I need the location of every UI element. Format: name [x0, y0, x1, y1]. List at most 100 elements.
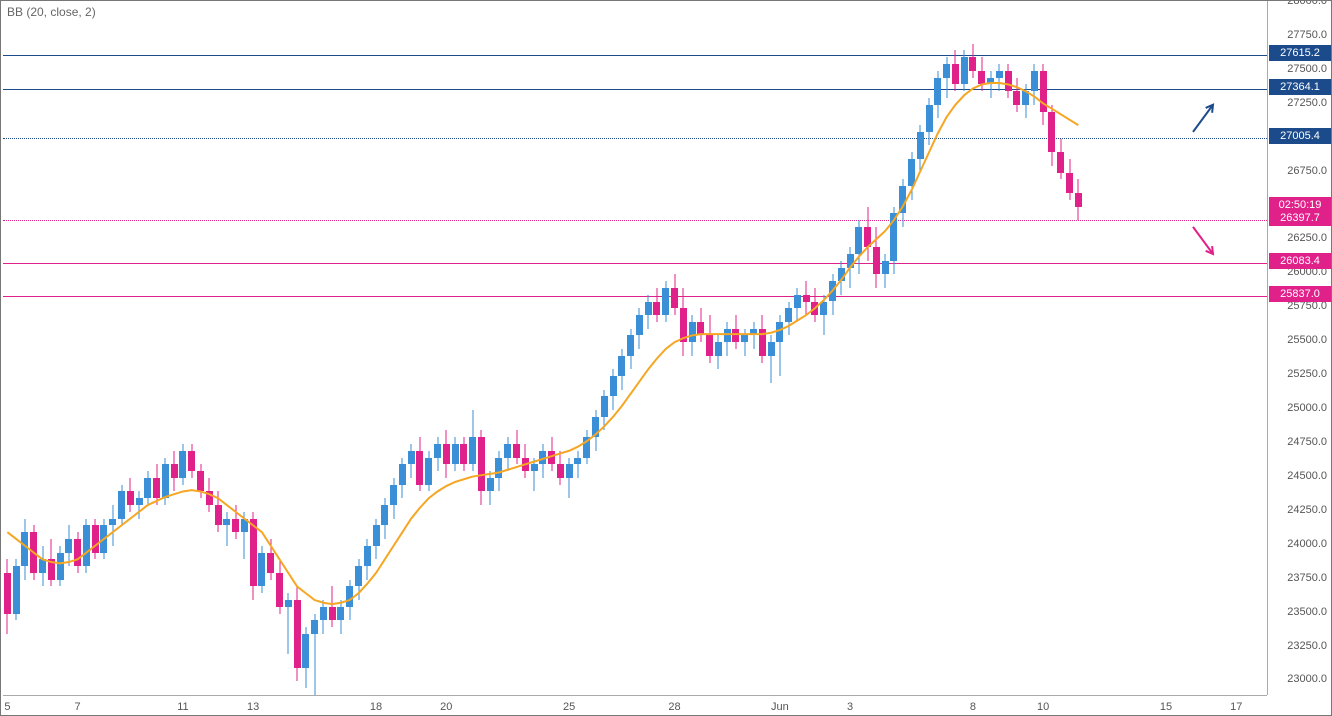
candle [978, 57, 985, 91]
level-label: 26083.4 [1269, 253, 1331, 269]
candle [48, 539, 55, 586]
candle [934, 71, 941, 118]
candle [294, 586, 301, 681]
x-tick: 11 [177, 701, 188, 713]
plot-area[interactable] [3, 3, 1267, 695]
indicator-label: BB (20, close, 2) [7, 5, 96, 19]
candle [399, 458, 406, 499]
candle [1057, 139, 1064, 180]
candle [820, 295, 827, 336]
candle [539, 444, 546, 478]
x-tick: 28 [668, 701, 680, 713]
candle [1040, 64, 1047, 125]
candle [838, 261, 845, 295]
x-tick: 15 [1160, 701, 1172, 713]
candle [926, 98, 933, 145]
candle [1013, 78, 1020, 112]
candle [706, 315, 713, 362]
down-arrow-icon [3, 3, 1267, 695]
candle [1048, 105, 1055, 166]
candle [364, 539, 371, 580]
x-axis: 57111318202528Jun38101517 [3, 695, 1267, 715]
candle [1031, 64, 1038, 105]
candle [223, 512, 230, 546]
candle [847, 247, 854, 288]
y-tick: 25500.0 [1287, 334, 1327, 346]
candle [469, 410, 476, 471]
x-tick: 13 [247, 701, 259, 713]
candle [487, 471, 494, 505]
candle [996, 64, 1003, 91]
candle [381, 498, 388, 539]
candle [548, 437, 555, 471]
horizontal-level [3, 263, 1267, 264]
candle [285, 593, 292, 654]
candle [495, 451, 502, 492]
candle [65, 525, 72, 566]
x-tick: 5 [4, 701, 10, 713]
candle [592, 410, 599, 451]
candle [776, 315, 783, 376]
y-tick: 27500.0 [1287, 63, 1327, 75]
candle [1075, 179, 1082, 220]
x-tick: 7 [75, 701, 81, 713]
candle [680, 288, 687, 356]
candle [715, 335, 722, 369]
candle [610, 369, 617, 410]
candle [890, 207, 897, 275]
x-tick: 8 [970, 701, 976, 713]
y-tick: 25250.0 [1287, 368, 1327, 380]
candle [864, 207, 871, 261]
candle [645, 295, 652, 329]
candle [504, 437, 511, 471]
candle [785, 302, 792, 336]
candle [57, 546, 64, 587]
x-tick: 20 [440, 701, 452, 713]
candle [697, 308, 704, 342]
candle [908, 152, 915, 199]
candle [83, 519, 90, 573]
candle [636, 308, 643, 349]
horizontal-level [3, 296, 1267, 297]
y-tick: 23500.0 [1287, 606, 1327, 618]
up-arrow-icon [3, 3, 1267, 695]
x-tick: 17 [1230, 701, 1242, 713]
candle [443, 430, 450, 477]
candle [452, 437, 459, 471]
candle [373, 519, 380, 560]
candle [689, 315, 696, 356]
candle [425, 451, 432, 492]
candle [653, 288, 660, 322]
candle [566, 458, 573, 499]
candle [258, 546, 265, 593]
candle [232, 505, 239, 539]
level-label: 27364.1 [1269, 79, 1331, 95]
x-tick: 10 [1037, 701, 1049, 713]
candle [513, 430, 520, 464]
candle [179, 444, 186, 485]
candle [899, 179, 906, 226]
candle [1022, 84, 1029, 118]
candle [478, 430, 485, 505]
candle [250, 512, 257, 600]
candle [4, 559, 11, 634]
candle [162, 458, 169, 505]
candle [241, 512, 248, 559]
candle [136, 491, 143, 518]
candle [100, 519, 107, 560]
candle [320, 600, 327, 634]
candle [109, 505, 116, 546]
candle [1066, 159, 1073, 200]
x-tick: 25 [563, 701, 575, 713]
candle [952, 50, 959, 91]
y-tick: 28000.0 [1287, 0, 1327, 7]
candle [21, 519, 28, 580]
horizontal-level [3, 220, 1267, 221]
y-tick: 26250.0 [1287, 232, 1327, 244]
y-tick: 23750.0 [1287, 572, 1327, 584]
candle [267, 539, 274, 580]
candle [574, 451, 581, 478]
candle [724, 322, 731, 356]
candle [741, 329, 748, 356]
candle [39, 546, 46, 587]
